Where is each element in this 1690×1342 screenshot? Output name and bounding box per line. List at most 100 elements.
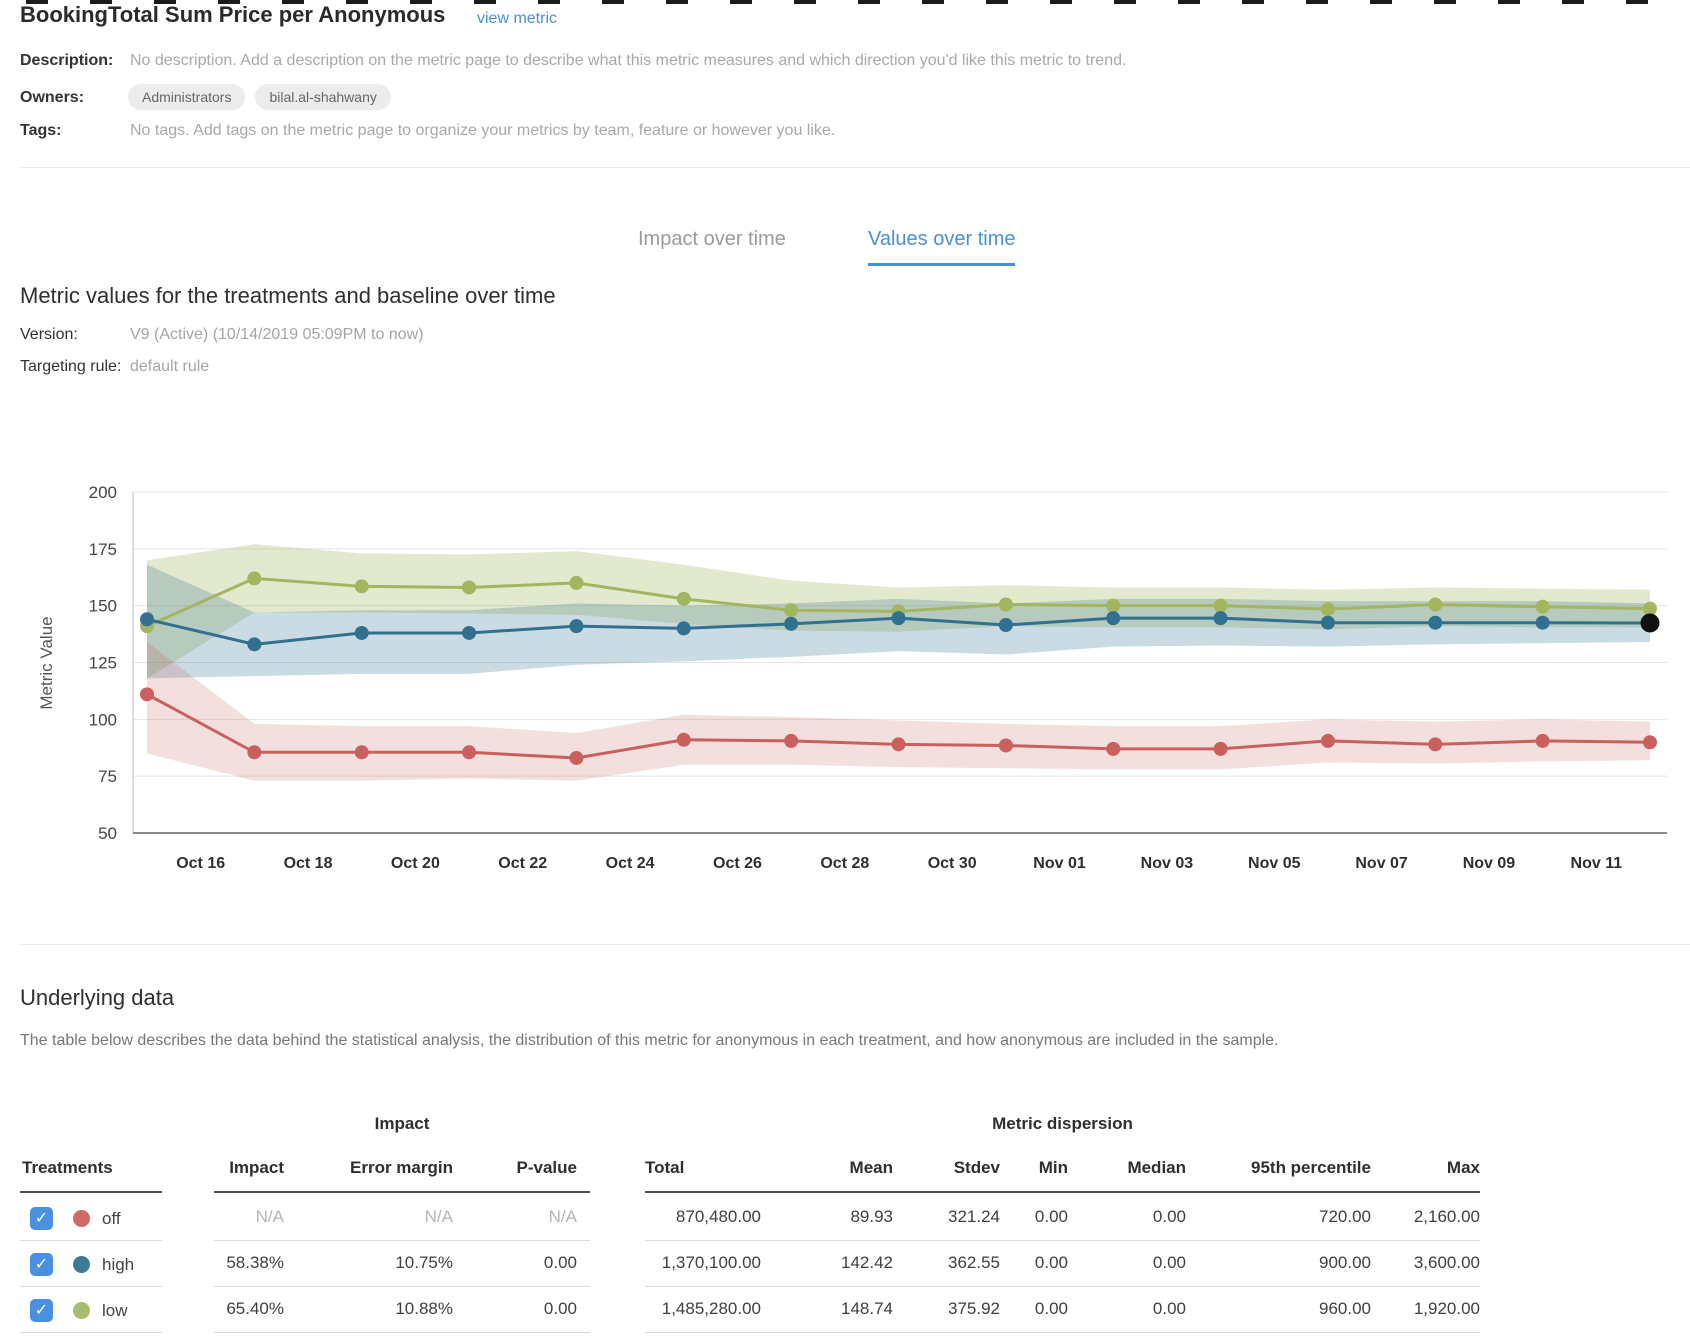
point-low [784, 603, 799, 618]
treatment-label-off: off [102, 1209, 121, 1228]
x-tick-label: Oct 28 [820, 855, 869, 872]
x-tick-label: Nov 11 [1571, 855, 1623, 872]
page-title: BookingTotal Sum Price per Anonymous [20, 2, 446, 27]
version-label: Version: [20, 326, 78, 343]
treatment-checkbox-low[interactable]: ✓ [30, 1299, 53, 1322]
dispersion-header-rule [645, 1191, 1480, 1193]
band-low [147, 544, 1650, 679]
x-tick-label: Nov 01 [1033, 855, 1086, 872]
dispersion-cell: 0.00 [1034, 1299, 1068, 1318]
treatment-dot-high [73, 1256, 90, 1273]
point-off [569, 750, 584, 765]
y-tick-label: 150 [89, 597, 117, 616]
metric-dispersion-group-header: Metric dispersion [992, 1114, 1133, 1133]
x-tick-label: Oct 24 [606, 855, 655, 872]
dispersion-column-header-mean: Mean [849, 1158, 893, 1177]
dispersion-cell: 1,920.00 [1413, 1299, 1480, 1318]
point-low [891, 604, 906, 619]
dispersion-column-header-stdev: Stdev [953, 1158, 1000, 1177]
point-off [462, 745, 477, 760]
dispersion-cell: 0.00 [1152, 1299, 1186, 1318]
point-low [676, 591, 691, 606]
point-high [784, 616, 799, 631]
section-divider [20, 944, 1690, 945]
point-off [247, 745, 262, 760]
x-tick-label: Nov 07 [1355, 855, 1408, 872]
point-off [784, 733, 799, 748]
targeting-rule-value: default rule [130, 358, 210, 375]
point-high [1643, 615, 1657, 630]
x-tick-label: Oct 30 [928, 855, 977, 872]
header-divider [20, 167, 1690, 168]
dispersion-cell: 0.00 [1034, 1207, 1068, 1226]
treatment-dot-low [73, 1302, 90, 1319]
x-tick-label: Nov 03 [1141, 855, 1194, 872]
x-tick-label: Oct 20 [391, 855, 440, 872]
band-high [147, 564, 1650, 679]
point-off [140, 687, 154, 702]
dispersion-column-header-max: Max [1446, 1158, 1480, 1177]
tab-values-over-time[interactable]: Values over time [868, 228, 1016, 266]
impact-cell: 58.38% [226, 1253, 284, 1272]
treatment-label-high: high [102, 1255, 135, 1274]
point-high [1213, 611, 1228, 626]
x-tick-label: Oct 16 [176, 855, 225, 872]
tab-impact-over-time[interactable]: Impact over time [638, 228, 786, 250]
underlying-data-heading: Underlying data [20, 985, 175, 1010]
point-high [891, 611, 906, 626]
treatment-label-low: low [102, 1301, 128, 1320]
x-tick-label: Nov 09 [1463, 855, 1516, 872]
dispersion-cell: 142.42 [841, 1253, 893, 1272]
treatments-header-rule [20, 1191, 162, 1193]
x-tick-label: Nov 05 [1248, 855, 1301, 872]
owner-badge: Administrators [128, 84, 246, 110]
treatments-row-separator [20, 1286, 162, 1287]
treatment-checkbox-high[interactable]: ✓ [30, 1253, 53, 1276]
dispersion-cell: 0.00 [1152, 1253, 1186, 1272]
point-high [1535, 615, 1550, 630]
underlying-data-description: The table below describes the data behin… [20, 1032, 1279, 1049]
dispersion-cell: 2,160.00 [1413, 1207, 1480, 1226]
description-label: Description: [20, 52, 114, 69]
point-off [354, 745, 369, 760]
dispersion-row-separator [645, 1332, 1480, 1333]
impact-cell: 0.00 [543, 1253, 577, 1272]
dispersion-column-header-total: Total [645, 1158, 685, 1177]
impact-column-header-p-value: P-value [516, 1158, 577, 1177]
owner-badge: bilal.al-shahwany [255, 84, 391, 110]
view-metric-link[interactable]: view metric [477, 10, 558, 27]
dispersion-cell: 3,600.00 [1413, 1253, 1480, 1272]
owner-badges: Administrators bilal.al-shahwany [128, 84, 391, 110]
targeting-rule-label: Targeting rule: [20, 358, 122, 375]
point-high [1106, 611, 1121, 626]
point-off [1535, 733, 1550, 748]
point-low [569, 575, 584, 590]
point-high [354, 625, 369, 640]
cut-off-content-strip [26, 0, 1690, 4]
point-off [1106, 741, 1121, 756]
point-low [1213, 598, 1228, 613]
point-low [247, 571, 262, 586]
impact-column-header-impact: Impact [229, 1158, 284, 1177]
y-tick-label: 100 [89, 710, 117, 729]
impact-cell: N/A [255, 1207, 284, 1226]
dispersion-row-separator [645, 1286, 1480, 1287]
dispersion-cell: 0.00 [1034, 1253, 1068, 1272]
point-off [1643, 735, 1657, 750]
impact-column-header-error-margin: Error margin [350, 1158, 453, 1177]
impact-cell: N/A [424, 1207, 453, 1226]
dispersion-cell: 148.74 [841, 1299, 893, 1318]
description-value: No description. Add a description on the… [130, 52, 1127, 69]
y-tick-label: 175 [89, 540, 117, 559]
treatment-checkbox-off[interactable]: ✓ [30, 1207, 53, 1230]
treatments-row-separator [20, 1332, 162, 1333]
impact-cell: 0.00 [543, 1299, 577, 1318]
point-high [1428, 615, 1443, 630]
dispersion-column-header-min: Min [1038, 1158, 1068, 1177]
tags-label: Tags: [20, 122, 62, 139]
impact-cell: 10.88% [395, 1299, 453, 1318]
version-value: V9 (Active) (10/14/2019 05:09PM to now) [130, 326, 424, 343]
impact-row-separator [214, 1332, 590, 1333]
y-tick-label: 50 [98, 824, 117, 843]
y-tick-label: 125 [89, 654, 117, 673]
